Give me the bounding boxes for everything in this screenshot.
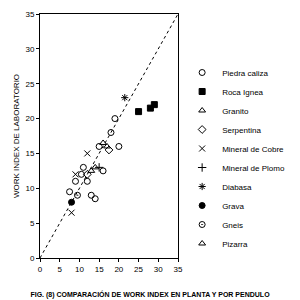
svg-text:15: 15 xyxy=(95,265,104,274)
svg-text:5: 5 xyxy=(57,265,62,274)
svg-text:25: 25 xyxy=(134,265,143,274)
svg-text:30: 30 xyxy=(154,265,163,274)
svg-text:35: 35 xyxy=(174,265,183,274)
svg-text:Mineral de Cobre: Mineral de Cobre xyxy=(222,145,284,154)
svg-text:Piedra caliza: Piedra caliza xyxy=(222,69,268,78)
svg-text:Mineral de Plomo: Mineral de Plomo xyxy=(222,164,285,173)
svg-text:Serpentina: Serpentina xyxy=(222,126,261,135)
svg-text:25: 25 xyxy=(25,80,34,89)
svg-text:Grava: Grava xyxy=(222,202,244,211)
svg-text:20: 20 xyxy=(25,114,34,123)
svg-text:WORK INDEX DE LABORATORIO: WORK INDEX DE LABORATORIO xyxy=(12,74,21,198)
svg-text:Gneis: Gneis xyxy=(222,221,243,230)
svg-text:10: 10 xyxy=(25,184,34,193)
svg-text:0: 0 xyxy=(30,254,35,263)
svg-text:Roca Ignea: Roca Ignea xyxy=(222,88,263,97)
svg-text:15: 15 xyxy=(25,149,34,158)
svg-text:Diabasa: Diabasa xyxy=(222,183,252,192)
svg-text:FIG. (8) COMPARACIÓN DE WORK I: FIG. (8) COMPARACIÓN DE WORK INDEX EN PL… xyxy=(30,290,270,299)
svg-text:0: 0 xyxy=(38,265,43,274)
svg-text:Granito: Granito xyxy=(222,107,249,116)
svg-text:5: 5 xyxy=(30,219,35,228)
svg-text:Pizarra: Pizarra xyxy=(222,240,248,249)
svg-text:35: 35 xyxy=(25,10,34,19)
svg-text:10: 10 xyxy=(75,265,84,274)
svg-text:20: 20 xyxy=(114,265,123,274)
svg-text:30: 30 xyxy=(25,45,34,54)
